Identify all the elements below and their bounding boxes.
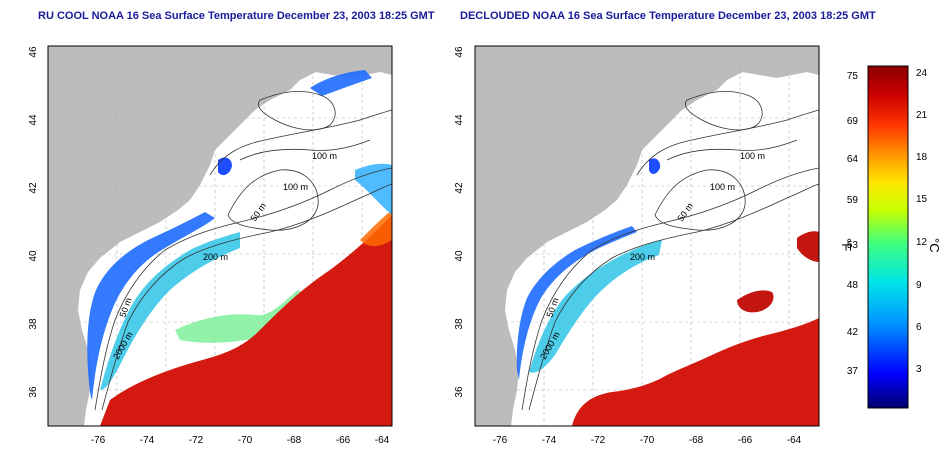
right-contour-label-100a: 100 m bbox=[740, 151, 765, 161]
colorbar: 75 69 64 59 53 48 42 37 24 21 18 15 12 9… bbox=[839, 65, 942, 409]
left-contour-label-100b: 100 m bbox=[283, 182, 308, 192]
colorbar-f-tick: 64 bbox=[847, 154, 859, 165]
left-sst-shelf-cyan bbox=[100, 232, 240, 390]
left-contour-label-100a: 100 m bbox=[312, 151, 337, 161]
left-lon-tick: -68 bbox=[287, 435, 302, 446]
left-lon-tick: -72 bbox=[189, 435, 204, 446]
right-contour-label-100b: 100 m bbox=[710, 182, 735, 192]
left-sst-dot-blue bbox=[218, 157, 232, 176]
left-contour-label-200: 200 m bbox=[203, 252, 228, 262]
left-lat-tick: 46 bbox=[28, 46, 39, 58]
right-sst-warm-patch-east bbox=[737, 290, 774, 313]
left-sst-warm-orange bbox=[360, 210, 392, 247]
colorbar-c-tick: 6 bbox=[916, 322, 922, 333]
right-lon-tick: -66 bbox=[738, 435, 753, 446]
colorbar-f-tick: 37 bbox=[847, 366, 859, 377]
right-lon-tick: -74 bbox=[542, 435, 557, 446]
left-sst-warm-water bbox=[100, 215, 392, 426]
colorbar-f-tick: 48 bbox=[847, 280, 859, 291]
left-lat-tick: 36 bbox=[28, 386, 39, 398]
right-contour-label-200: 200 m bbox=[630, 252, 655, 262]
right-lat-tick: 38 bbox=[454, 318, 465, 330]
left-sst-green-patch bbox=[175, 290, 310, 343]
right-map-title: DECLOUDED NOAA 16 Sea Surface Temperatur… bbox=[460, 10, 876, 22]
right-sst-warm-patch-ne bbox=[797, 231, 819, 262]
left-lon-tick: -70 bbox=[238, 435, 253, 446]
colorbar-f-tick: 59 bbox=[847, 195, 859, 206]
right-lat-tick: 42 bbox=[454, 182, 465, 194]
right-sst-coastal-band bbox=[516, 226, 637, 380]
right-lat-tick: 44 bbox=[454, 114, 465, 126]
left-sst-northeast-cyan bbox=[355, 163, 392, 215]
colorbar-c-tick: 9 bbox=[916, 280, 922, 291]
colorbar-f-tick: 75 bbox=[847, 71, 859, 82]
left-lon-tick: -76 bbox=[91, 435, 106, 446]
right-lon-tick: -64 bbox=[787, 435, 802, 446]
right-sst-shelf-cyan bbox=[529, 240, 662, 373]
left-lon-tick: -64 bbox=[375, 435, 390, 446]
right-lat-tick: 36 bbox=[454, 386, 465, 398]
left-lat-tick: 38 bbox=[28, 318, 39, 330]
left-sst-gulf-maine bbox=[310, 70, 372, 96]
colorbar-c-tick: 18 bbox=[916, 152, 928, 163]
left-map-title: RU COOL NOAA 16 Sea Surface Temperature … bbox=[38, 10, 435, 22]
colorbar-c-tick: 12 bbox=[916, 237, 928, 248]
colorbar-c-tick: 21 bbox=[916, 110, 928, 121]
right-lon-tick: -76 bbox=[493, 435, 508, 446]
right-lat-tick: 40 bbox=[454, 250, 465, 262]
left-lat-tick: 40 bbox=[28, 250, 39, 262]
right-lon-tick: -68 bbox=[689, 435, 704, 446]
right-sst-dot-blue bbox=[649, 158, 661, 174]
right-lon-tick: -72 bbox=[591, 435, 606, 446]
colorbar-f-tick: 53 bbox=[847, 240, 859, 251]
right-sst-warm-patch-south bbox=[572, 318, 819, 426]
left-map-frame bbox=[47, 45, 393, 427]
left-sst-coastal-band bbox=[87, 212, 215, 400]
colorbar-f-tick: 42 bbox=[847, 327, 859, 338]
right-lon-tick: -70 bbox=[640, 435, 655, 446]
colorbar-gradient bbox=[867, 65, 909, 409]
left-lat-tick: 44 bbox=[28, 114, 39, 126]
left-lat-tick: 42 bbox=[28, 182, 39, 194]
colorbar-c-tick: 24 bbox=[916, 68, 928, 79]
colorbar-c-tick: 15 bbox=[916, 194, 928, 205]
left-map: 100 m 100 m 50 m 200 m 50 m 2000 m -76 -… bbox=[28, 45, 393, 446]
colorbar-fahrenheit-label: °F bbox=[839, 238, 854, 251]
colorbar-c-tick: 3 bbox=[916, 364, 922, 375]
colorbar-f-tick: 69 bbox=[847, 116, 859, 127]
left-lon-tick: -66 bbox=[336, 435, 351, 446]
right-map-frame bbox=[474, 45, 820, 427]
left-lon-tick: -74 bbox=[140, 435, 155, 446]
right-lat-tick: 46 bbox=[454, 46, 465, 58]
right-map: 100 m 100 m 50 m 200 m 50 m 2000 m -76 -… bbox=[454, 45, 820, 446]
colorbar-celsius-label: °C bbox=[927, 238, 942, 253]
